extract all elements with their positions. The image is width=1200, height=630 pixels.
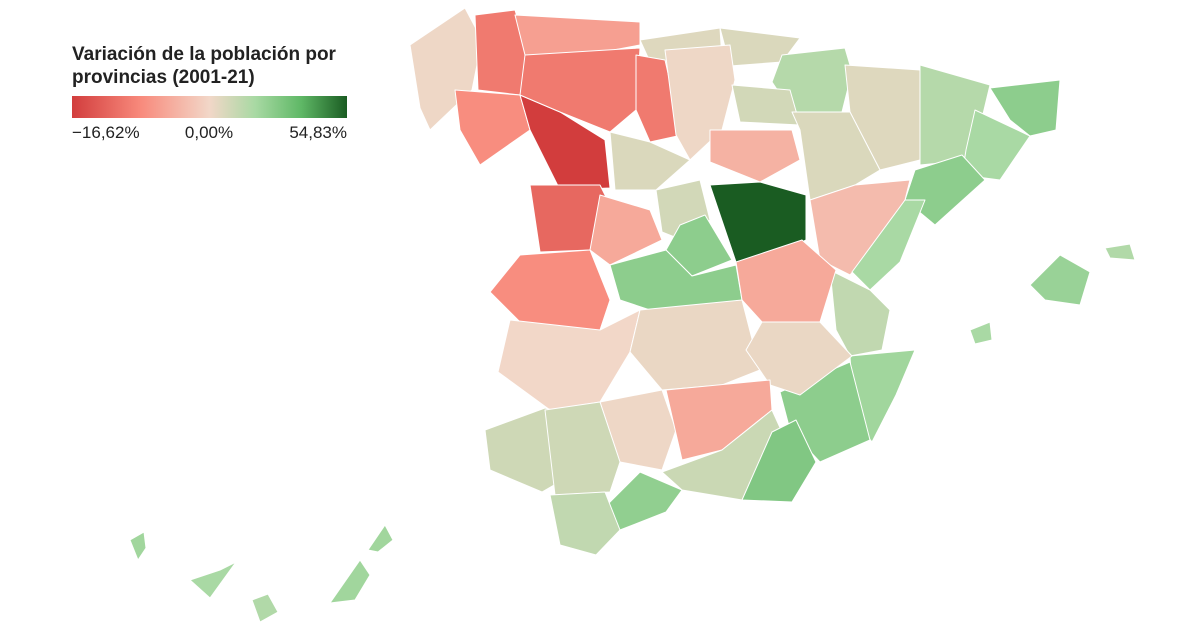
province: [251, 593, 279, 623]
legend-tick-label: −16,62%: [72, 123, 140, 142]
province: [409, 7, 483, 131]
province: [731, 84, 801, 126]
province: [329, 559, 371, 604]
legend-tick-label: 54,83%: [289, 123, 347, 142]
province: [829, 269, 891, 357]
legend-tick-label: 0,00%: [185, 123, 233, 142]
province: [741, 419, 817, 503]
province: [635, 54, 683, 143]
province: [189, 561, 237, 599]
regions: [129, 7, 1136, 623]
province: [665, 214, 733, 277]
province: [589, 194, 663, 266]
legend-title: Variación de la población por: [72, 44, 337, 65]
province: [969, 321, 993, 345]
province: [454, 89, 531, 166]
province: [549, 491, 621, 556]
province: [497, 309, 641, 411]
province: [709, 129, 801, 183]
province: [745, 321, 853, 396]
legend-bar: [72, 96, 347, 118]
province: [844, 64, 921, 171]
province: [989, 79, 1061, 137]
province: [129, 531, 147, 561]
province: [1104, 243, 1136, 261]
province: [629, 299, 761, 391]
province: [544, 401, 621, 496]
province: [367, 524, 394, 553]
province: [489, 249, 611, 333]
province: [609, 131, 691, 191]
legend-title: provincias (2001-21): [72, 67, 255, 88]
province: [1029, 254, 1091, 306]
legend: Variación de la población por provincias…: [72, 44, 347, 142]
province: [851, 199, 926, 291]
